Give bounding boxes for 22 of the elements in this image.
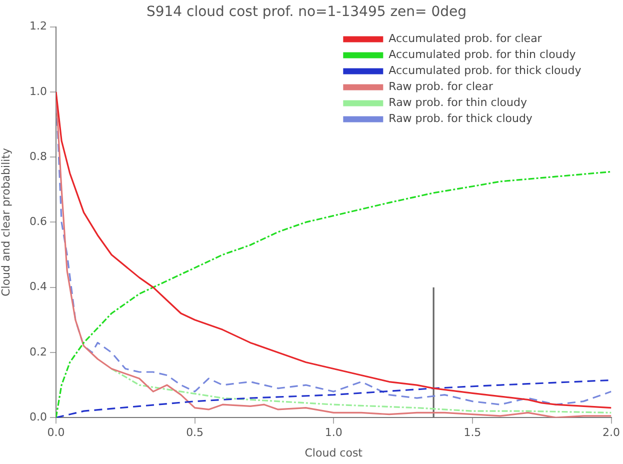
legend-label: Accumulated prob. for thick cloudy [388, 64, 582, 78]
x-tick-label: 2.0 [602, 426, 620, 440]
x-tick-label: 1.0 [324, 426, 342, 440]
line-series [110, 368, 612, 414]
x-axis-title: Cloud cost [304, 446, 364, 460]
y-tick-label: 0.6 [30, 215, 47, 228]
y-tick-label: 0.8 [30, 150, 47, 163]
y-tick-label: 1.0 [30, 84, 47, 98]
y-tick-label: 0.4 [30, 280, 47, 294]
y-tick-label: 1.2 [30, 20, 47, 33]
legend-label: Accumulated prob. for thin cloudy [388, 48, 576, 62]
legend-label: Accumulated prob. for clear [388, 32, 542, 46]
x-tick-label: 0.0 [47, 426, 65, 440]
x-tick-label: 0.5 [186, 426, 204, 440]
legend-label: Raw prob. for clear [388, 80, 494, 94]
x-tick-label: 1.5 [464, 426, 482, 440]
y-axis-title: Cloud and clear probability [0, 148, 12, 296]
chart-title: S914 cloud cost prof. no=1-13495 zen= 0deg [146, 4, 467, 20]
y-tick-label: 0.2 [30, 345, 47, 358]
y-tick-label: 0.0 [30, 410, 47, 424]
legend-label: Raw prob. for thick cloudy [388, 112, 533, 126]
legend-label: Raw prob. for thin cloudy [388, 96, 528, 110]
